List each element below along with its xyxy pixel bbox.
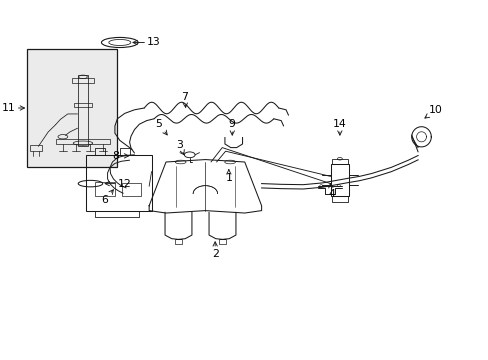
Text: 13: 13	[133, 37, 161, 48]
Bar	[74, 103, 91, 107]
Bar	[27, 49, 117, 167]
Bar	[330, 164, 348, 196]
Text: 8: 8	[112, 151, 128, 161]
Bar	[72, 78, 94, 83]
Bar	[122, 183, 141, 196]
Text: 1: 1	[225, 170, 232, 183]
Text: 14: 14	[332, 119, 346, 135]
Text: 6: 6	[102, 190, 113, 205]
Bar	[56, 139, 110, 144]
Bar	[331, 159, 347, 164]
Text: 7: 7	[181, 92, 188, 107]
Text: 10: 10	[424, 105, 442, 118]
Bar	[218, 239, 226, 244]
Text: 9: 9	[228, 119, 235, 135]
Text: 12: 12	[105, 179, 131, 189]
Bar	[95, 182, 115, 196]
Text: 4: 4	[327, 184, 334, 199]
Text: 2: 2	[211, 242, 218, 259]
Bar	[78, 75, 88, 146]
Bar	[174, 239, 182, 244]
Text: 11: 11	[2, 103, 24, 113]
Text: 5: 5	[155, 119, 167, 135]
Bar	[85, 155, 151, 211]
Text: 3: 3	[176, 140, 184, 154]
Bar	[30, 145, 42, 151]
